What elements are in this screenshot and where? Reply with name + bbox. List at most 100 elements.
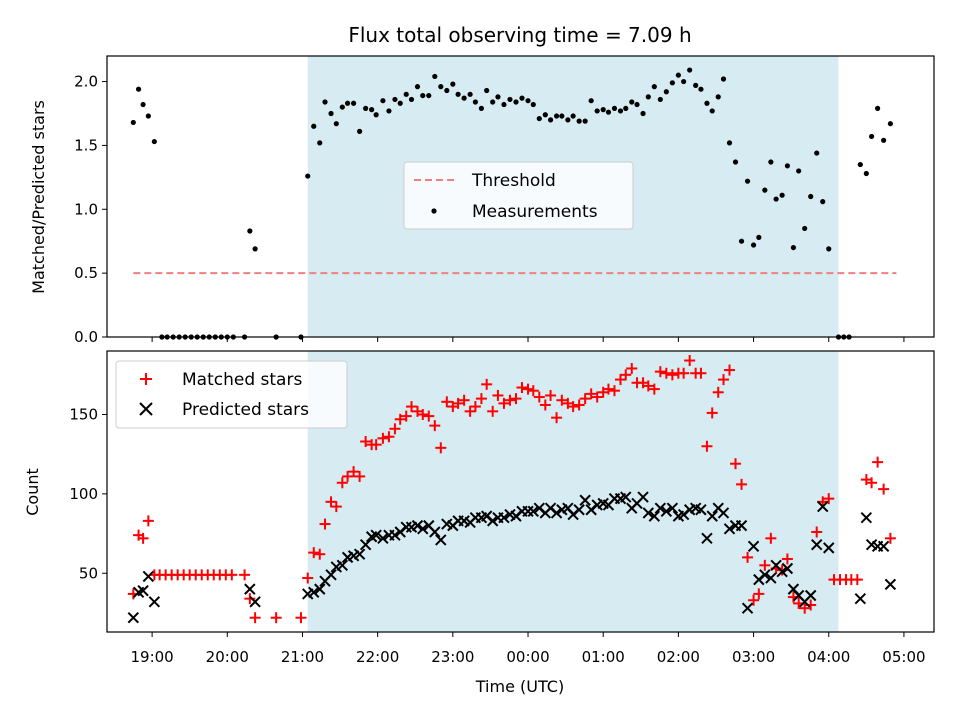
matched-star-point [226, 569, 238, 581]
measurement-point [732, 159, 739, 165]
measurement-point [369, 107, 375, 113]
matched-star-point [360, 435, 372, 447]
measurement-point [140, 101, 146, 108]
x-tick-label: 01:00 [582, 648, 625, 666]
measurement-point [484, 87, 490, 94]
predicted-star-point [747, 540, 760, 552]
predicted-star-point [741, 602, 754, 614]
measurement-point [542, 112, 548, 118]
measurement-point [704, 100, 710, 106]
predicted-star-point [359, 538, 372, 551]
measurement-point [576, 118, 582, 124]
matched-star-point [377, 432, 389, 444]
predicted-star-point [498, 511, 510, 524]
bottom-y-tick-label: 150 [69, 406, 98, 424]
matched-star-point [370, 439, 382, 451]
predicted-star-point [148, 596, 161, 608]
matched-star-point [660, 367, 672, 379]
measurement-point [756, 234, 762, 240]
matched-star-point [654, 366, 666, 378]
top-y-tick-label: 2.0 [74, 73, 98, 91]
predicted-star-point [353, 548, 366, 560]
predicted-star-point [781, 562, 794, 575]
bottom-y-tick-label: 100 [69, 485, 98, 503]
matched-star-point [736, 478, 748, 490]
x-tick-label: 05:00 [882, 648, 925, 666]
matched-star-point [400, 410, 412, 422]
measurement-point [617, 108, 624, 114]
matched-star-point [730, 458, 742, 470]
predicted-star-point [137, 585, 149, 597]
measurement-point [738, 238, 745, 244]
matched-star-point [475, 393, 487, 405]
matched-star-point [498, 397, 510, 409]
predicted-star-point [244, 583, 256, 595]
predicted-star-point [308, 586, 320, 599]
measurement-point [438, 84, 444, 90]
measurement-point [519, 95, 525, 101]
predicted-star-point [701, 532, 713, 545]
matched-star-point [608, 385, 620, 397]
chart-title: Flux total observing time = 7.09 h [348, 23, 691, 47]
measurement-point [363, 105, 369, 111]
matched-star-point [579, 393, 591, 405]
matched-star-point [742, 551, 754, 563]
matched-star-point [781, 553, 793, 565]
bottom-panel: 50 100 150 [69, 350, 935, 637]
measurement-point [808, 193, 814, 200]
predicted-star-point [429, 526, 441, 538]
predicted-star-point [325, 569, 337, 581]
measurement-point [432, 73, 438, 80]
measurement-point [868, 133, 875, 140]
matched-star-point [872, 456, 884, 468]
measurement-point [507, 96, 513, 103]
measurement-point [450, 81, 456, 87]
predicted-star-point [804, 589, 817, 602]
top-y-tick-label: 0.0 [74, 328, 98, 346]
matched-star-point [642, 380, 654, 392]
predicted-star-point [389, 529, 401, 541]
matched-star-point [492, 389, 504, 401]
measurement-point [501, 101, 507, 108]
measurement-point [426, 92, 432, 99]
predicted-star-point [817, 500, 829, 513]
predicted-star-point [370, 529, 382, 541]
matched-star-point [270, 612, 282, 624]
x-tick-label: 19:00 [130, 648, 173, 666]
predicted-star-point [417, 523, 429, 535]
matched-star-point [302, 572, 314, 584]
measurement-point [373, 112, 379, 118]
measurement-point [744, 178, 751, 184]
matched-star-point [423, 410, 435, 422]
predicted-star-point [723, 523, 736, 535]
measurement-point [311, 123, 317, 129]
matched-star-point [527, 385, 539, 397]
measurement-point [495, 94, 501, 100]
bottom-y-axis-label: Count [23, 468, 42, 516]
measurement-point [403, 91, 409, 97]
top-y-axis-label: Matched/Predicted stars [29, 100, 48, 294]
measurement-point [715, 94, 721, 100]
matched-star-point [435, 442, 447, 454]
predicted-star-point [759, 569, 771, 581]
measurement-point [530, 101, 536, 108]
measurement-point [790, 244, 797, 251]
measurement-point [863, 170, 869, 177]
matched-star-point [319, 518, 331, 530]
measurement-point [611, 105, 618, 111]
measurement-point [547, 117, 554, 123]
matched-star-point [487, 405, 499, 417]
measurement-point [397, 100, 403, 106]
matched-star-point [585, 388, 597, 400]
matched-star-point [545, 389, 557, 401]
predicted-star-point [527, 505, 539, 518]
measurement-point [875, 105, 881, 111]
matched-star-point [678, 367, 690, 379]
measurement-point [857, 161, 863, 168]
matched-star-point [464, 405, 476, 417]
matched-star-point [717, 374, 729, 386]
measurement-point [461, 95, 467, 101]
predicted-star-point [411, 519, 424, 532]
measurement-point [467, 91, 473, 97]
